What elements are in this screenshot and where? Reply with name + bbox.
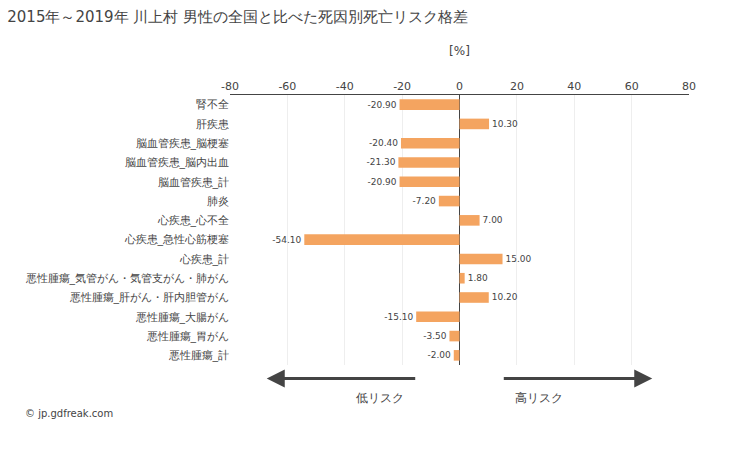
svg-text:肺炎: 肺炎 [207, 195, 229, 208]
svg-text:© jp.gdfreak.com: © jp.gdfreak.com [25, 408, 113, 419]
svg-text:[%]: [%] [449, 44, 470, 58]
svg-text:80: 80 [682, 80, 696, 93]
svg-text:10.20: 10.20 [492, 292, 518, 302]
svg-text:腎不全: 腎不全 [196, 98, 229, 111]
svg-text:40: 40 [567, 80, 581, 93]
svg-text:脳血管疾患_計: 脳血管疾患_計 [158, 176, 230, 189]
svg-text:-20.90: -20.90 [368, 100, 397, 110]
svg-text:脳血管疾患_脳梗塞: 脳血管疾患_脳梗塞 [136, 137, 230, 150]
svg-text:-54.10: -54.10 [272, 235, 301, 245]
svg-text:60: 60 [625, 80, 639, 93]
svg-text:7.00: 7.00 [483, 215, 503, 225]
svg-text:悪性腫瘍_肝がん・肝内胆管がん: 悪性腫瘍_肝がん・肝内胆管がん [69, 291, 230, 304]
svg-text:20: 20 [510, 80, 524, 93]
svg-text:10.30: 10.30 [492, 119, 518, 129]
svg-text:悪性腫瘍_計: 悪性腫瘍_計 [168, 349, 230, 362]
svg-text:0: 0 [456, 80, 463, 93]
svg-text:心疾患_計: 心疾患_計 [179, 253, 230, 266]
svg-text:悪性腫瘍_胃がん: 悪性腫瘍_胃がん [146, 330, 230, 343]
svg-text:-20: -20 [393, 80, 411, 93]
svg-text:-20.90: -20.90 [368, 177, 397, 187]
svg-text:高リスク: 高リスク [515, 391, 563, 405]
svg-text:-2.00: -2.00 [428, 350, 451, 360]
svg-text:脳血管疾患_脳内出血: 脳血管疾患_脳内出血 [125, 156, 230, 169]
svg-text:-60: -60 [278, 80, 296, 93]
svg-text:15.00: 15.00 [506, 254, 532, 264]
svg-text:心疾患_急性心筋梗塞: 心疾患_急性心筋梗塞 [124, 233, 230, 246]
svg-text:悪性腫瘍_気管がん・気管支がん・肺がん: 悪性腫瘍_気管がん・気管支がん・肺がん [25, 272, 230, 285]
svg-text:2015年～2019年 川上村 男性の全国と比べた死因別死亡: 2015年～2019年 川上村 男性の全国と比べた死因別死亡リスク格差 [7, 8, 468, 26]
svg-text:1.80: 1.80 [468, 273, 488, 283]
svg-text:-7.20: -7.20 [413, 196, 436, 206]
svg-text:心疾患_心不全: 心疾患_心不全 [157, 214, 230, 227]
svg-text:-80: -80 [221, 80, 239, 93]
svg-text:低リスク: 低リスク [356, 391, 404, 405]
svg-text:悪性腫瘍_大腸がん: 悪性腫瘍_大腸がん [135, 311, 230, 324]
svg-text:肝疾患: 肝疾患 [196, 118, 229, 131]
svg-text:-21.30: -21.30 [367, 157, 396, 167]
svg-text:-3.50: -3.50 [423, 331, 446, 341]
svg-text:-15.10: -15.10 [384, 312, 413, 322]
svg-text:-40: -40 [336, 80, 354, 93]
svg-text:-20.40: -20.40 [369, 138, 398, 148]
